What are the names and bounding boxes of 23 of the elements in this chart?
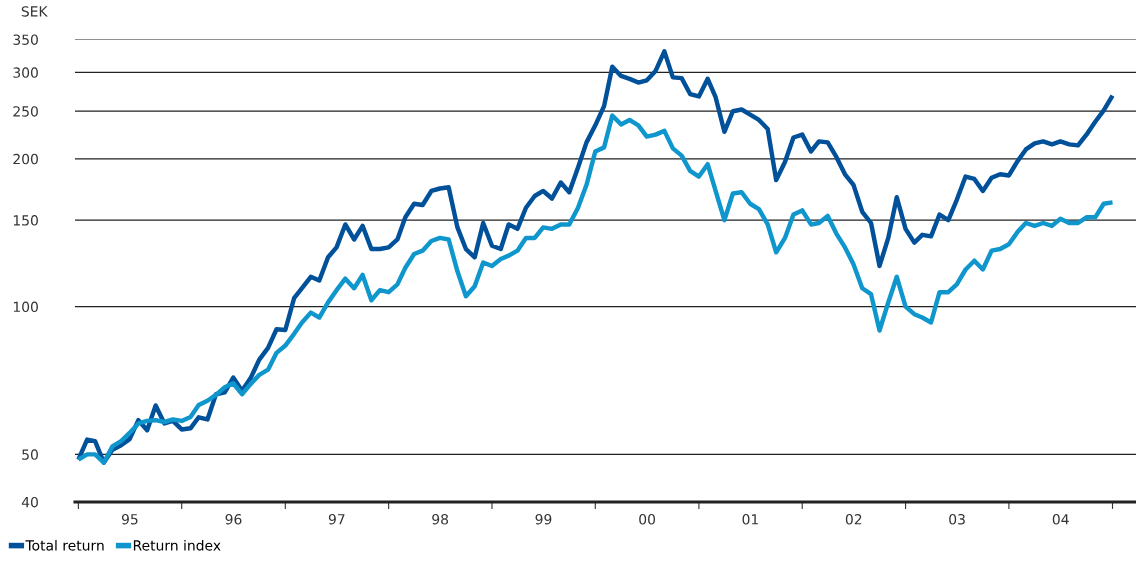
x-tick-label: 99 (535, 514, 552, 525)
x-tick-label: 02 (845, 514, 862, 525)
x-tick-label: 97 (328, 514, 345, 525)
y-tick-label: 250 (13, 106, 38, 117)
y-tick-label: 40 (21, 496, 38, 508)
y-tick-label: 200 (13, 153, 38, 165)
y-axis-title: SEK (21, 6, 48, 17)
y-tick-label: 150 (13, 215, 38, 226)
y-tick-label: 300 (13, 67, 38, 78)
y-tick-label: 350 (13, 34, 38, 45)
x-tick-label: 96 (225, 514, 242, 525)
x-tick-label: 03 (949, 514, 965, 525)
legend-label: Return index (133, 539, 221, 551)
legend-label: Total return (25, 539, 104, 551)
x-tick-label: 01 (742, 514, 758, 525)
line-series (76, 49, 1115, 465)
x-tick-label: 04 (1052, 514, 1069, 525)
x-tick-label: 00 (639, 514, 656, 525)
x-tick-label: 98 (432, 514, 449, 525)
y-tick-label: 50 (22, 449, 38, 460)
line-series (76, 113, 1115, 465)
y-tick-label: 100 (13, 301, 38, 313)
x-tick-label: 95 (121, 514, 138, 525)
